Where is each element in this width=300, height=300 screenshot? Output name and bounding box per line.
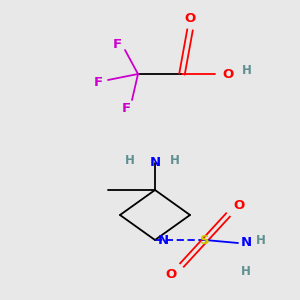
Text: O: O — [233, 199, 244, 212]
Text: O: O — [184, 11, 196, 25]
Text: H: H — [242, 64, 252, 76]
Text: F: F — [112, 38, 122, 50]
Text: O: O — [166, 268, 177, 281]
Text: H: H — [256, 235, 266, 248]
Text: N: N — [149, 157, 161, 169]
Text: N: N — [158, 233, 169, 247]
Text: F: F — [122, 101, 130, 115]
Text: H: H — [170, 154, 180, 166]
Text: N: N — [241, 236, 252, 250]
Text: O: O — [222, 68, 233, 80]
Text: S: S — [200, 233, 210, 247]
Text: F: F — [93, 76, 103, 88]
Text: H: H — [125, 154, 135, 166]
Text: H: H — [241, 265, 251, 278]
